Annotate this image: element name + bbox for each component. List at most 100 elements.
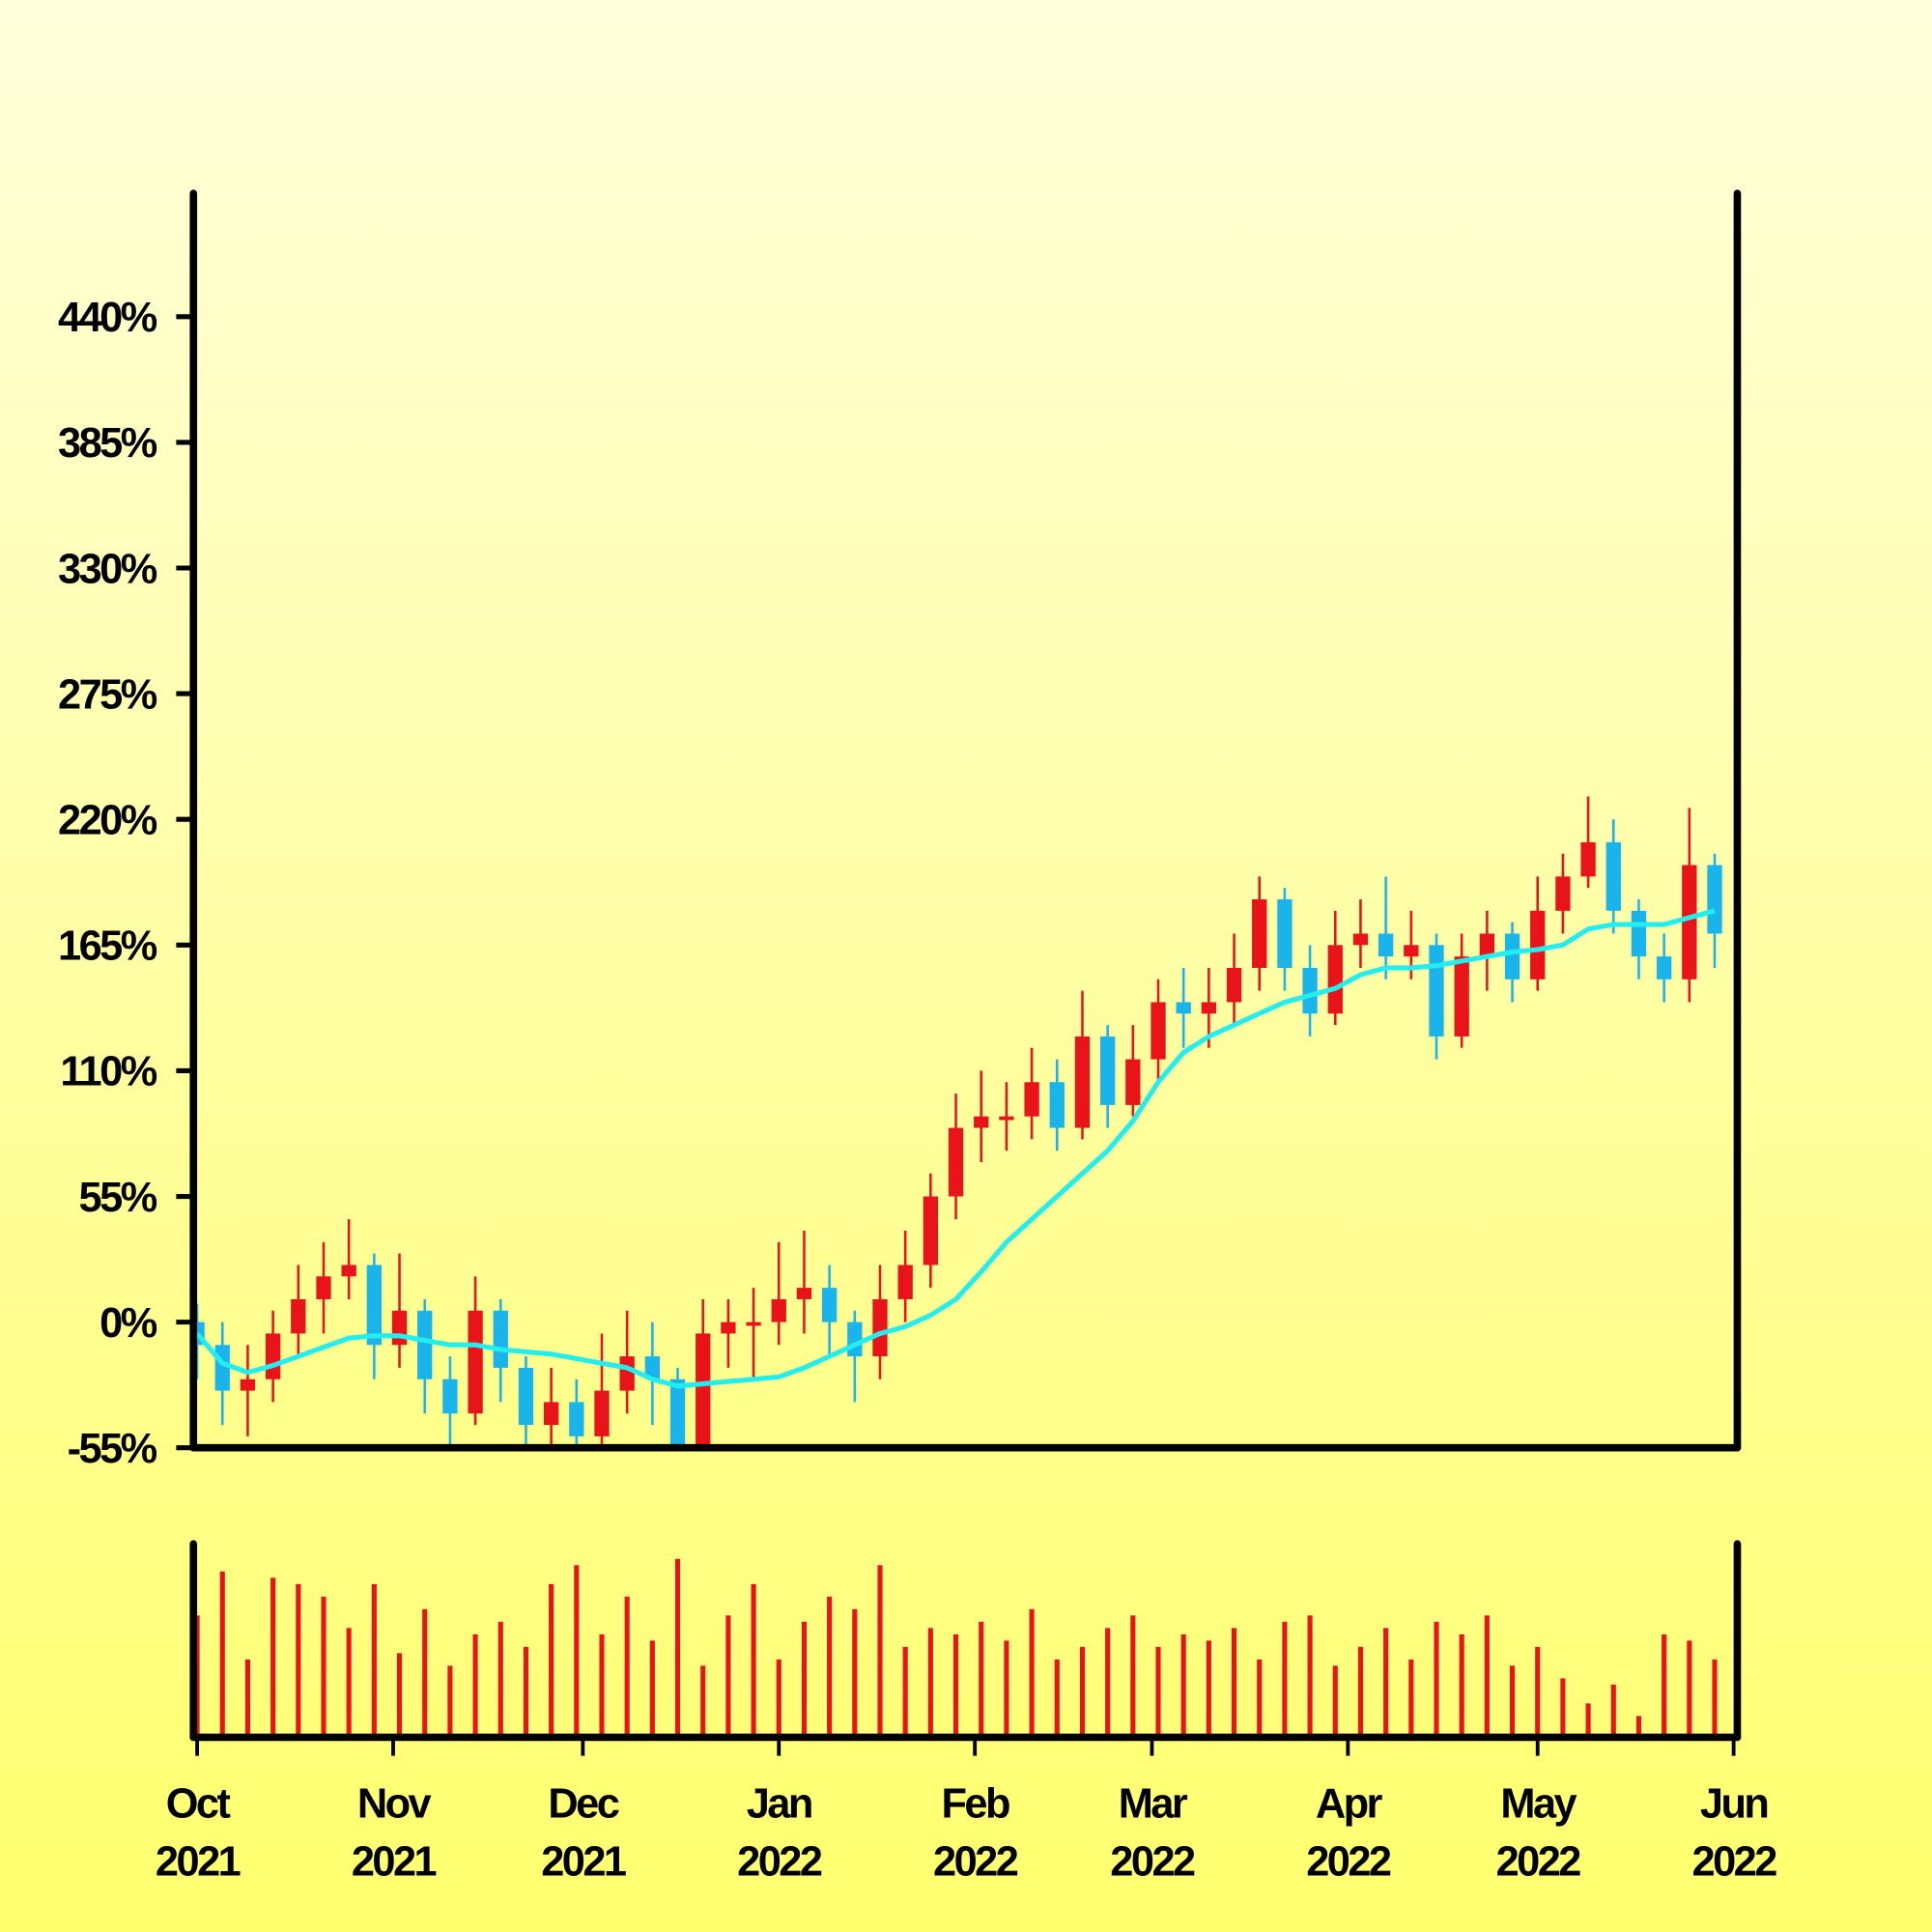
- volume-bar: [1408, 1659, 1414, 1735]
- volume-bar: [422, 1608, 428, 1735]
- candle-body: [1226, 967, 1242, 1003]
- volume-bar: [1687, 1640, 1692, 1735]
- x-tick-label: Feb 2022: [933, 1780, 1018, 1885]
- volume-bar: [1434, 1621, 1439, 1735]
- volume-bar: [1560, 1678, 1566, 1735]
- volume-bar: [674, 1558, 681, 1735]
- volume-bar: [523, 1646, 528, 1735]
- volume-bar: [321, 1596, 327, 1735]
- y-tick-label: 110%: [60, 1049, 156, 1095]
- volume-bar: [346, 1628, 352, 1735]
- moving-average: [195, 908, 1716, 1389]
- candle-body: [1125, 1059, 1141, 1105]
- volume-bar: [776, 1659, 781, 1735]
- candle-body: [948, 1127, 964, 1197]
- candle-body: [644, 1356, 661, 1379]
- y-tick-label: 330%: [58, 546, 157, 592]
- y-tick-label: 220%: [58, 798, 157, 844]
- candle-body: [341, 1264, 356, 1277]
- candle-body: [1252, 899, 1267, 968]
- candle-body: [669, 1378, 686, 1448]
- candle-body: [468, 1310, 483, 1414]
- candle-body: [1605, 841, 1621, 911]
- candle-body: [696, 1333, 711, 1448]
- candle-body: [1099, 1036, 1116, 1105]
- volume-bar: [1079, 1646, 1086, 1735]
- candle-body: [1707, 865, 1722, 934]
- candle-body: [1024, 1082, 1039, 1117]
- y-tick-label: 165%: [58, 923, 157, 970]
- candle-body: [1327, 945, 1343, 1014]
- volume-bar: [1712, 1659, 1718, 1735]
- volume-bar: [371, 1583, 377, 1735]
- candles: [189, 796, 1722, 1448]
- candle-body: [1555, 876, 1571, 911]
- volume-bar: [649, 1640, 655, 1735]
- candle-body: [796, 1288, 812, 1299]
- volume-bar: [1180, 1634, 1186, 1735]
- x-tick-label: May 2022: [1496, 1780, 1581, 1885]
- volume-bar: [852, 1608, 858, 1735]
- volume-bar: [624, 1596, 630, 1735]
- volume-bar: [1029, 1608, 1035, 1735]
- volume-bar: [952, 1634, 959, 1735]
- x-tick-label: Oct 2021: [156, 1780, 241, 1885]
- volume-bar: [599, 1634, 605, 1735]
- candle-body: [847, 1321, 863, 1357]
- volume-bar: [1357, 1646, 1364, 1735]
- volume-bar: [827, 1596, 833, 1735]
- volume-bar: [1130, 1615, 1136, 1735]
- volume-bar: [472, 1634, 478, 1735]
- volume-bar: [396, 1653, 403, 1735]
- y-tick-label: 0%: [99, 1300, 157, 1347]
- volume-bar: [549, 1583, 554, 1735]
- volume-bar: [574, 1565, 580, 1735]
- candle-body: [291, 1298, 306, 1334]
- candle-body: [391, 1310, 408, 1346]
- volume-bar: [801, 1621, 808, 1735]
- volume-bar: [1307, 1615, 1313, 1735]
- candle-body: [1176, 1002, 1191, 1014]
- volume-bar: [1610, 1684, 1616, 1735]
- candle-body: [1656, 956, 1672, 980]
- candle-body: [1302, 967, 1318, 1014]
- candle-body: [543, 1402, 559, 1426]
- candle-body: [366, 1264, 383, 1346]
- volume-bar: [1054, 1659, 1060, 1735]
- y-tick-label: -55%: [68, 1426, 157, 1472]
- y-tick-label: 55%: [79, 1175, 157, 1221]
- volume-bar: [1257, 1659, 1263, 1735]
- candle-body: [1504, 933, 1520, 980]
- candle-body: [923, 1196, 939, 1265]
- x-tick-label: Jun 2022: [1692, 1780, 1777, 1885]
- candle-body: [569, 1402, 584, 1436]
- candle-body: [1352, 933, 1369, 946]
- volume-bar: [877, 1565, 883, 1735]
- candle-body: [240, 1378, 256, 1391]
- volume-bar: [1332, 1665, 1338, 1735]
- volume-bar: [1206, 1640, 1211, 1735]
- volume-bar: [296, 1583, 301, 1735]
- candle-body: [746, 1321, 761, 1326]
- candle-body: [1580, 841, 1596, 877]
- candle-body: [1479, 933, 1495, 957]
- volume-bar: [1105, 1628, 1111, 1735]
- volume-bar: [244, 1659, 250, 1735]
- candle-body: [1429, 945, 1444, 1037]
- volume-bar: [1282, 1621, 1288, 1735]
- volume-bar: [270, 1577, 276, 1735]
- volume-bar: [497, 1621, 503, 1735]
- x-tick-label: Apr 2022: [1306, 1780, 1391, 1885]
- volume-bar: [447, 1665, 453, 1735]
- volume-bar: [1484, 1615, 1490, 1735]
- y-tick-label: 275%: [58, 671, 157, 718]
- volume-bar: [725, 1615, 731, 1735]
- candle-body: [1049, 1082, 1065, 1128]
- volume-bar: [1535, 1646, 1541, 1735]
- candle-body: [1151, 1002, 1166, 1060]
- axes: [189, 189, 1742, 1742]
- y-tick-label: 440%: [58, 295, 157, 341]
- volume-bar: [751, 1583, 756, 1735]
